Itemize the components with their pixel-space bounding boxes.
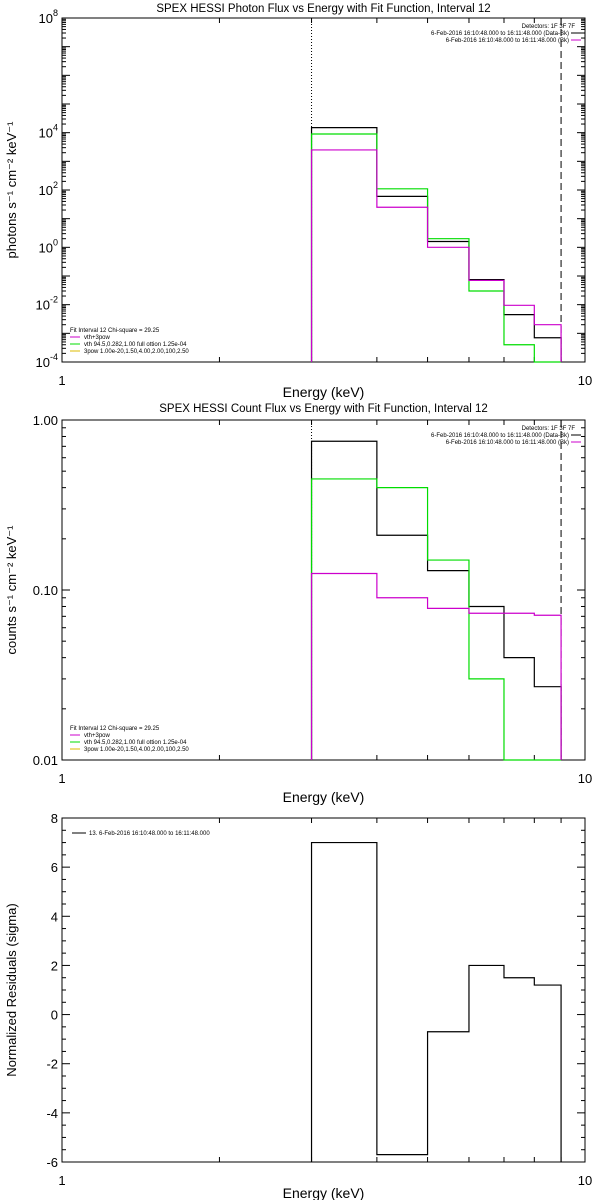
y-tick-label: -6 — [46, 1155, 58, 1170]
x-axis-label: Energy (keV) — [283, 789, 365, 805]
x-axis-label: Energy (keV) — [283, 384, 365, 400]
y-tick-label: 104 — [39, 123, 58, 141]
legend-entry-text: vth+3pow — [84, 335, 111, 341]
plot-frame — [61, 17, 586, 363]
series-1-step-line — [310, 127, 562, 362]
legend-entry-text: vth+3pow — [84, 733, 111, 739]
legend-entry-text: 6-Feb-2016 16:10:48.000 to 16:11:48.000 … — [431, 433, 569, 439]
series-3-step-line — [310, 572, 562, 760]
legend-entry-text: 6-Feb-2016 16:10:48.000 to 16:11:48.000 … — [446, 38, 569, 44]
y-tick-label: 10-4 — [36, 352, 58, 370]
y-tick-label: 0 — [51, 1008, 58, 1023]
y-tick-label: 100 — [39, 237, 58, 255]
legend-entry-text: 6-Feb-2016 16:10:48.000 to 16:11:48.000 … — [431, 31, 569, 37]
plot-frame — [61, 419, 586, 761]
legend-detectors: Detectors: 1F 3F 7F — [522, 24, 576, 30]
series-2-step-line — [310, 133, 562, 363]
x-tick-label: 1 — [58, 1173, 65, 1188]
legend-entry-text: vth 94.5,0.282,1.00 full ottion 1.25e-04 — [84, 342, 187, 348]
legend-fit-header: Fit Interval 12 Chi-square = 29.25 — [70, 726, 160, 732]
series-1-step-line — [310, 440, 562, 760]
x-tick-label: 1 — [58, 373, 65, 388]
series-2-step-line — [310, 478, 562, 761]
y-tick-label: 4 — [51, 909, 58, 924]
chart-title: SPEX HESSI Photon Flux vs Energy with Fi… — [156, 3, 490, 15]
series-3-step-line — [310, 149, 562, 362]
x-tick-label: 1 — [58, 771, 65, 786]
y-tick-label: 6 — [51, 860, 58, 875]
y-tick-label: -2 — [46, 1057, 58, 1072]
legend-entry-text: 13. 6-Feb-2016 16:10:48.000 to 16:11:48.… — [89, 831, 210, 837]
y-tick-label: 102 — [39, 180, 58, 198]
chart-title: SPEX HESSI Count Flux vs Energy with Fit… — [159, 403, 488, 415]
x-tick-label: 10 — [578, 771, 592, 786]
y-tick-label: 1.00 — [33, 413, 58, 428]
y-tick-label: 0.01 — [33, 753, 58, 768]
legend-fit-header: Fit Interval 12 Chi-square = 29.25 — [70, 328, 160, 334]
panel-1: SPEX HESSI Photon Flux vs Energy with Fi… — [4, 3, 592, 400]
legend-entry-text: 6-Feb-2016 16:10:48.000 to 16:11:48.000 … — [446, 440, 569, 446]
panel-2: SPEX HESSI Count Flux vs Energy with Fit… — [4, 403, 592, 805]
x-tick-label: 10 — [578, 373, 592, 388]
y-axis-label: counts s⁻¹ cm⁻² keV⁻¹ — [4, 525, 19, 655]
legend-entry-text: 3pow 1.00e-20,1.50,4.00,2.00,100,2.50 — [84, 349, 189, 355]
legend-detectors: Detectors: 1F 3F 7F — [522, 426, 576, 432]
panel-3: 1 10 -6 -4 -2 0 2 4 6 8 Energy (keV) Normalized Res… — [4, 811, 592, 1200]
legend-entry-text: 3pow 1.00e-20,1.50,4.00,2.00,100,2.50 — [84, 747, 189, 753]
series-1-step-line — [310, 841, 562, 1162]
y-tick-label: 2 — [51, 958, 58, 973]
y-tick-label: 10-2 — [36, 295, 58, 313]
y-tick-label: 0.10 — [33, 583, 58, 598]
plot-frame — [61, 817, 586, 1163]
x-tick-label: 10 — [578, 1173, 592, 1188]
y-tick-label: 108 — [39, 8, 58, 26]
y-axis-label: Normalized Residuals (sigma) — [4, 903, 19, 1076]
y-tick-label: 8 — [51, 811, 58, 826]
y-tick-label: -4 — [46, 1106, 58, 1121]
x-axis-label: Energy (keV) — [283, 1185, 365, 1200]
legend-entry-text: vth 94.5,0.282,1.00 full ottion 1.25e-04 — [84, 740, 187, 746]
y-axis-label: photons s⁻¹ cm⁻² keV⁻¹ — [4, 121, 19, 259]
